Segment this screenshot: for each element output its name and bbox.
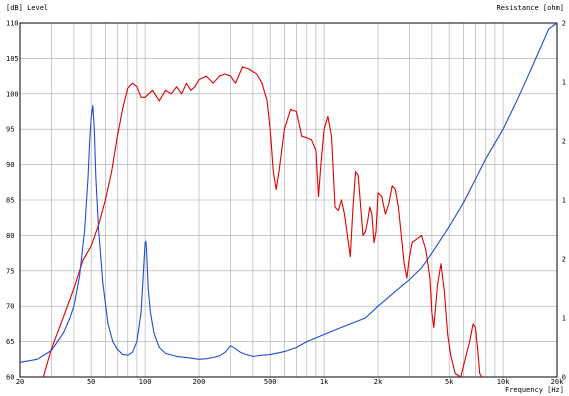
y2-tick-label: 2	[562, 138, 566, 146]
y2-tick-label: 1	[562, 79, 566, 87]
x-tick-label: 100	[139, 378, 152, 386]
x-tick-label: 20k	[551, 378, 564, 386]
y-tick-label: 65	[6, 338, 14, 346]
y-tick-label: 90	[6, 161, 14, 169]
x-tick-label: 10k	[497, 378, 510, 386]
grid	[20, 23, 557, 377]
x-axis-label: Frequency [Hz]	[505, 386, 564, 394]
right-axis-label: Resistance [ohm]	[497, 4, 564, 12]
x-tick-label: 200	[193, 378, 206, 386]
y2-tick-label: 1	[562, 197, 566, 205]
plot-frame	[19, 22, 558, 378]
y2-tick-labels: 0 1 2 1 2 1 2	[562, 20, 566, 382]
y-tick-label: 85	[6, 197, 14, 205]
y2-tick-label: 1	[562, 315, 566, 323]
y2-tick-label: 2	[562, 20, 566, 28]
y2-tick-label: 0	[562, 374, 566, 382]
x-tick-label: 5k	[445, 378, 454, 386]
x-tick-labels: 20 50 100 200 500 1k 2k 5k 10k 20k	[16, 378, 564, 386]
x-tick-label: 1k	[320, 378, 329, 386]
x-tick-label: 2k	[374, 378, 383, 386]
y-tick-label: 80	[6, 232, 14, 240]
spl-curve	[42, 66, 483, 378]
y-tick-label: 75	[6, 267, 14, 275]
y-tick-label: 95	[6, 126, 14, 134]
impedance-curve	[19, 22, 558, 363]
y-tick-label: 100	[6, 90, 19, 98]
left-axis-label: [dB] Level	[6, 4, 48, 12]
series-lines	[19, 22, 558, 378]
x-tick-label: 50	[87, 378, 95, 386]
x-tick-label: 500	[264, 378, 277, 386]
y-tick-label: 110	[6, 20, 19, 28]
y-tick-label: 60	[6, 374, 14, 382]
y-tick-label: 105	[6, 55, 19, 63]
y-tick-labels: 60 65 70 75 80 85 90 95 100 105 110	[6, 20, 19, 382]
y-tick-label: 70	[6, 303, 14, 311]
x-tick-label: 20	[16, 378, 24, 386]
y2-tick-label: 2	[562, 256, 566, 264]
